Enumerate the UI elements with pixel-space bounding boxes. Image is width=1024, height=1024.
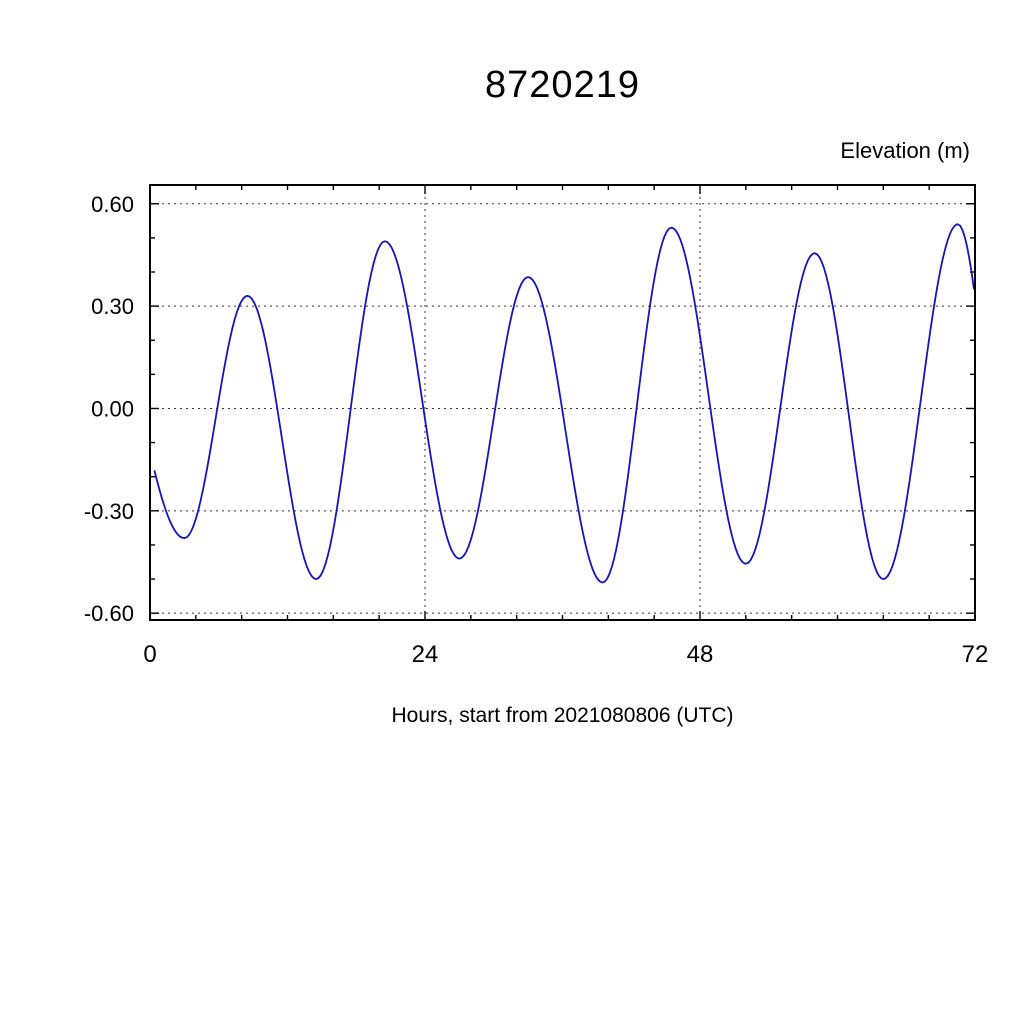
y-tick-label: 0.30 [91,294,134,319]
plot-frame [149,184,976,621]
chart-title: 8720219 [485,64,640,106]
x-tick-label: 24 [412,641,439,668]
y-tick-label: 0.00 [91,396,134,421]
x-tick-label: 48 [687,641,714,668]
x-axis-label: Hours, start from 2021080806 (UTC) [391,704,734,727]
y-tick-label: 0.60 [91,192,134,217]
elevation-axis-label: Elevation (m) [840,138,970,163]
y-tick-label: -0.30 [84,499,134,524]
x-tick-label: 0 [143,641,156,668]
tide-curve [153,223,975,584]
x-tick-label: 72 [962,641,989,668]
y-tick-label: -0.60 [84,601,134,626]
